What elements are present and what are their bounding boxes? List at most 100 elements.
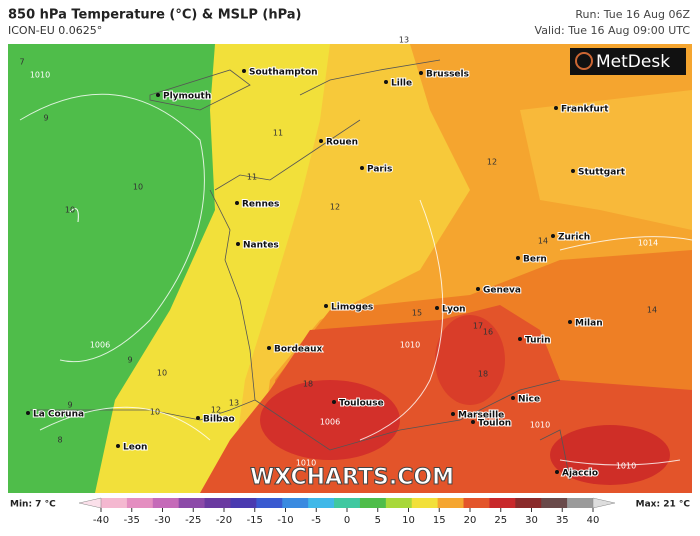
contour-label: 15 xyxy=(412,309,422,318)
city-label: Toulon xyxy=(478,419,511,429)
contour-label: 11 xyxy=(247,173,257,182)
colorbar-segment xyxy=(178,498,206,508)
colorbar-tick-label: -30 xyxy=(154,515,170,526)
contour-label: 12 xyxy=(487,158,497,167)
city-label: Stuttgart xyxy=(578,168,626,178)
zone xyxy=(520,90,692,230)
colorbar-tick-label: 15 xyxy=(433,515,446,526)
colorbar-tick-label: 25 xyxy=(494,515,507,526)
contour-label: 13 xyxy=(399,36,409,45)
city-label: Nantes xyxy=(243,241,279,251)
colorbar-segment xyxy=(256,498,283,508)
colorbar-segment xyxy=(359,498,387,508)
colorbar-tick-label: -20 xyxy=(216,515,232,526)
contour-label: 1010 xyxy=(530,421,550,430)
contour-label: 1010 xyxy=(30,71,50,80)
city-dot xyxy=(419,71,423,75)
city-dot xyxy=(471,420,475,424)
contour-label: 9 xyxy=(43,114,48,123)
model: ICON-EU 0.0625° xyxy=(8,24,102,37)
city-dot xyxy=(236,242,240,246)
city-dot xyxy=(324,304,328,308)
colorbar-segment xyxy=(385,498,413,508)
contour-label: 14 xyxy=(538,237,548,246)
contour-label: 14 xyxy=(647,306,657,315)
colorbar-segment xyxy=(101,498,128,508)
colorbar-tick-label: -5 xyxy=(311,515,321,526)
city-dot xyxy=(319,139,323,143)
city-label: Lille xyxy=(391,79,412,89)
colorbar-segment xyxy=(463,498,490,508)
city-dot xyxy=(555,470,559,474)
city-label: Plymouth xyxy=(163,92,211,102)
coastline xyxy=(30,59,571,481)
contour-label: 18 xyxy=(303,380,313,389)
colorbar-segment xyxy=(411,498,439,508)
city-label: Leon xyxy=(123,443,147,453)
contour-label: 16 xyxy=(483,328,493,337)
colorbar-segment xyxy=(152,498,180,508)
colorbar-tick-label: 20 xyxy=(464,515,477,526)
city-label: Limoges xyxy=(331,303,373,313)
contour-label: 7 xyxy=(19,58,24,67)
city-dot xyxy=(384,80,388,84)
colorbar-segment xyxy=(308,498,335,508)
colorbar-tick-label: 0 xyxy=(344,515,350,526)
city-label: Bern xyxy=(523,255,547,265)
warm-core xyxy=(435,315,505,405)
contour-label: 9 xyxy=(67,401,72,410)
contour-label: 10 xyxy=(133,183,143,192)
title: 850 hPa Temperature (°C) & MSLP (hPa) xyxy=(8,8,301,23)
contour-label: 10 xyxy=(65,206,75,215)
city-dot xyxy=(511,396,515,400)
city-dot xyxy=(26,411,30,415)
city-label: Bilbao xyxy=(203,415,235,425)
city-label: La Coruna xyxy=(33,410,84,420)
logo-bg xyxy=(570,48,686,75)
contour-label: 10 xyxy=(157,369,167,378)
contour-label: 1010 xyxy=(400,341,420,350)
colorbar-segment xyxy=(489,498,516,508)
city-label: Marseille xyxy=(458,411,504,421)
city-label: Lyon xyxy=(442,305,466,315)
colorbar-tick-label: -25 xyxy=(185,515,201,526)
city-label: Zurich xyxy=(558,233,590,243)
watermark: WXCHARTS.COM xyxy=(250,465,454,490)
colorbar-segment xyxy=(334,498,361,508)
city-dot xyxy=(451,412,455,416)
city-dot xyxy=(156,93,160,97)
city-dot xyxy=(568,320,572,324)
city-dot xyxy=(196,416,200,420)
legend-min: Min: 7 °C xyxy=(10,500,56,510)
contour-label: 18 xyxy=(478,370,488,379)
city-dot xyxy=(551,234,555,238)
colorbar-tick-label: 40 xyxy=(587,515,600,526)
city-dot xyxy=(518,337,522,341)
contour-label: 1006 xyxy=(320,418,340,427)
city-dot xyxy=(516,256,520,260)
contour-label: 9 xyxy=(127,356,132,365)
contour-label: 1010 xyxy=(616,462,636,471)
city-label: Rouen xyxy=(326,138,358,148)
colorbar-segment xyxy=(126,498,154,508)
city-dot xyxy=(476,287,480,291)
city-dot xyxy=(242,69,246,73)
colorbar-tick-label: 10 xyxy=(402,515,415,526)
colorbar-arrow xyxy=(592,497,616,509)
contour-label: 1014 xyxy=(638,239,658,248)
city-label: Geneva xyxy=(483,286,521,296)
city-label: Brussels xyxy=(426,70,469,80)
city-label: Rennes xyxy=(242,200,279,210)
colorbar-segment xyxy=(515,498,542,508)
contour-label: 12 xyxy=(330,203,340,212)
city-label: Toulouse xyxy=(339,399,384,409)
contour-label: 10 xyxy=(150,408,160,417)
city-dot xyxy=(571,169,575,173)
colorbar-tick-label: -35 xyxy=(124,515,140,526)
isobar xyxy=(69,208,79,223)
colorbar-segment xyxy=(204,498,231,508)
colorbar-tick-label: 35 xyxy=(556,515,569,526)
logo: MetDesk xyxy=(596,52,670,72)
